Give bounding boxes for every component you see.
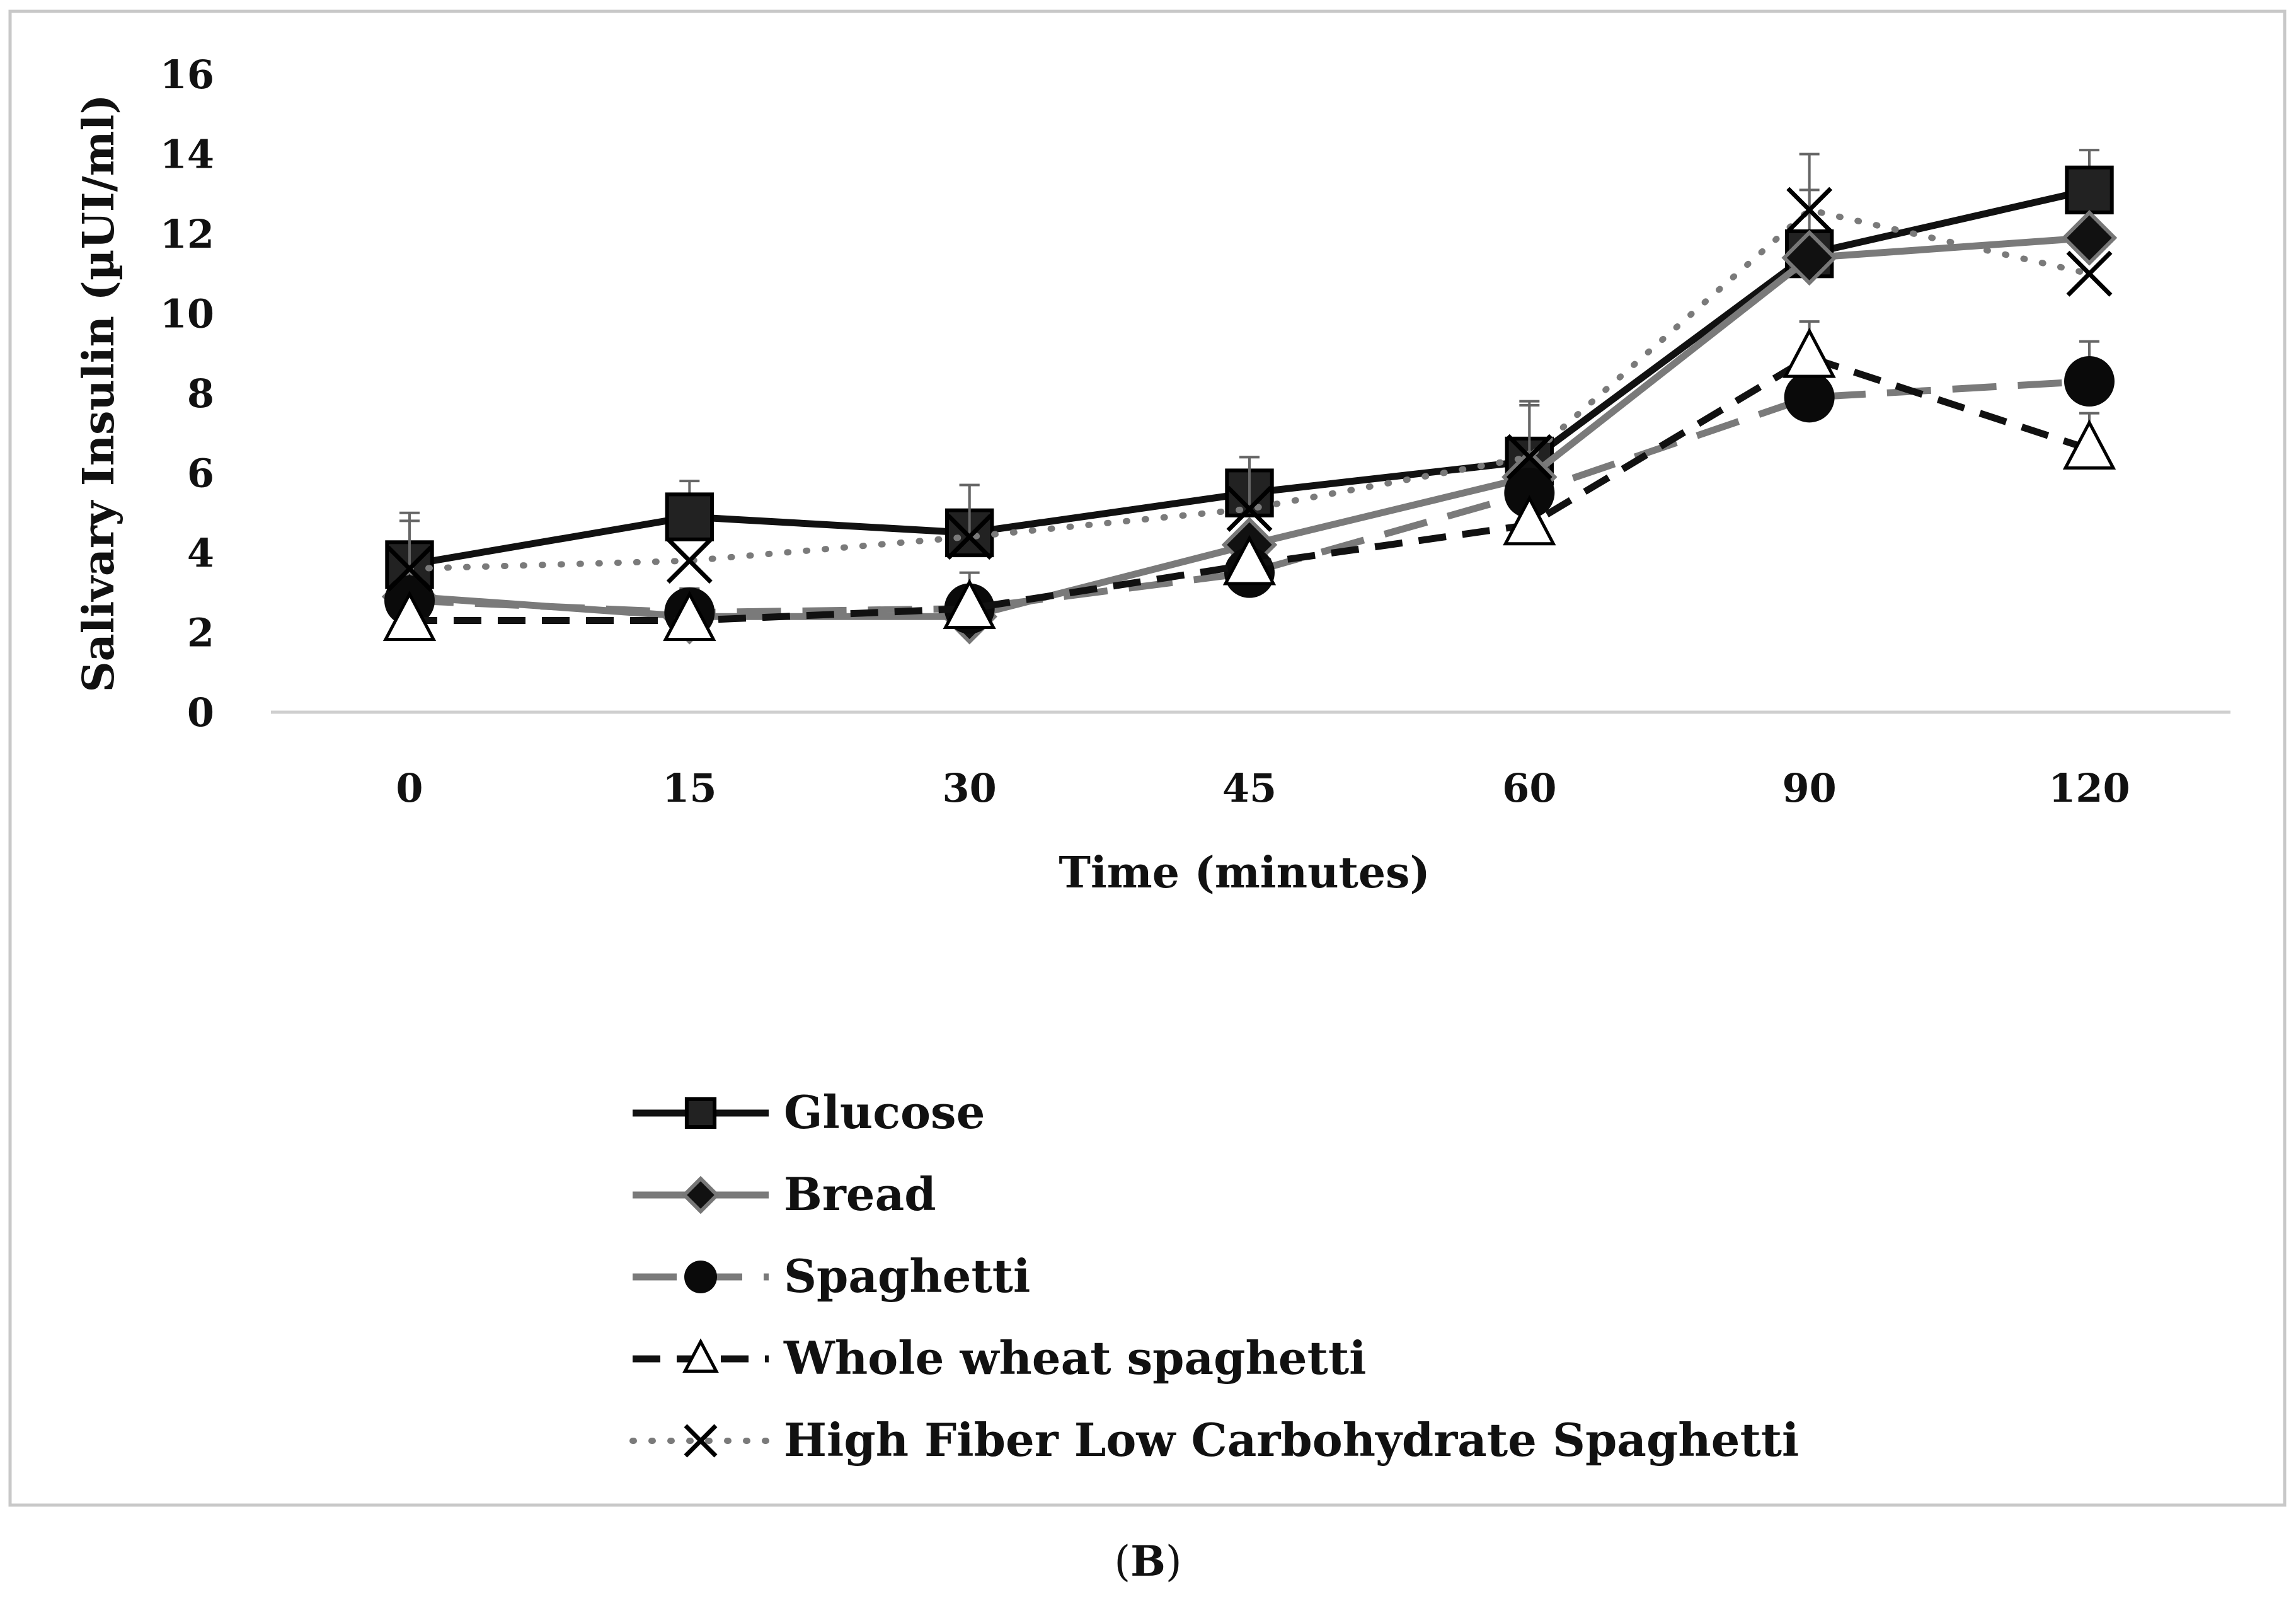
x-axis-ticks: 0 15 30 45 60 90 120 <box>396 765 2130 811</box>
y-tick-label: 10 <box>160 291 214 337</box>
legend-item: Whole wheat spaghetti <box>633 1331 1366 1385</box>
x-tick-label: 0 <box>396 765 423 811</box>
data-point-marker <box>2065 165 2114 215</box>
chart-border <box>8 9 2287 1507</box>
y-tick-label: 12 <box>160 211 214 257</box>
data-point-marker <box>1786 187 1833 233</box>
y-axis-title: Salivary Insulin (µUI/ml) <box>74 94 124 692</box>
data-point-marker <box>2061 210 2118 266</box>
legend-marker <box>684 1097 717 1129</box>
x-tick-label: 120 <box>2048 765 2130 811</box>
data-point-marker <box>1504 468 1555 519</box>
y-tick-label: 4 <box>187 530 214 576</box>
legend-item: Glucose <box>633 1085 985 1139</box>
panel-label-open: ( <box>1114 1537 1130 1586</box>
panel-label-letter: B <box>1130 1537 1166 1586</box>
data-point-marker <box>665 492 715 541</box>
x-tick-label: 15 <box>662 765 716 811</box>
y-tick-label: 6 <box>187 451 214 497</box>
data-point-marker <box>666 538 713 584</box>
data-point-marker <box>1782 327 1836 378</box>
data-point-marker <box>663 591 716 642</box>
data-point-marker <box>946 514 993 560</box>
data-point-marker <box>2066 250 2113 297</box>
legend-label: Whole wheat spaghetti <box>783 1331 1366 1385</box>
legend-label: Bread <box>784 1167 936 1221</box>
legend-label: Glucose <box>784 1085 985 1139</box>
legend-label: High Fiber Low Carbohydrate Spaghetti <box>784 1413 1799 1467</box>
x-tick-label: 45 <box>1222 765 1277 811</box>
x-axis-title: Time (minutes) <box>1059 848 1430 898</box>
y-tick-label: 2 <box>187 610 214 656</box>
x-tick-label: 30 <box>943 765 997 811</box>
series-whole-wheat-spaghetti <box>382 320 2116 642</box>
data-point-marker <box>1503 495 1556 546</box>
data-point-marker <box>943 579 996 630</box>
legend-marker <box>682 1338 719 1373</box>
data-point-marker <box>1222 534 1277 586</box>
series-layer <box>381 149 2118 645</box>
y-tick-label: 16 <box>160 52 214 98</box>
x-tick-label: 60 <box>1502 765 1556 811</box>
data-point-marker <box>1781 229 1837 286</box>
legend-marker <box>684 1261 717 1293</box>
data-point-marker <box>386 545 433 592</box>
legend-item: Bread <box>633 1167 936 1221</box>
y-tick-label: 8 <box>187 371 214 417</box>
series-high-fiber-low-carbohydrate-spaghetti <box>386 153 2113 592</box>
y-tick-label: 14 <box>160 132 214 178</box>
panel-label-close: ) <box>1166 1537 1182 1586</box>
legend-item: High Fiber Low Carbohydrate Spaghetti <box>629 1413 1799 1467</box>
y-tick-label: 0 <box>187 690 214 736</box>
data-point-marker <box>2062 419 2116 470</box>
data-point-marker <box>1226 485 1273 532</box>
legend: Glucose Bread Spaghetti Whole wheat spaghet… <box>629 1085 1799 1467</box>
data-point-marker <box>2064 356 2115 407</box>
legend-label: Spaghetti <box>784 1249 1030 1303</box>
legend-marker <box>684 1424 718 1458</box>
x-tick-label: 90 <box>1782 765 1837 811</box>
legend-marker <box>681 1175 720 1215</box>
data-point-marker <box>1506 434 1553 480</box>
data-point-marker <box>1784 372 1835 423</box>
y-axis-ticks: 0 2 4 6 8 10 12 14 16 <box>160 52 214 736</box>
data-point-marker <box>382 591 437 642</box>
panel-label: (B) <box>1114 1537 1181 1586</box>
legend-item: Spaghetti <box>633 1249 1030 1303</box>
